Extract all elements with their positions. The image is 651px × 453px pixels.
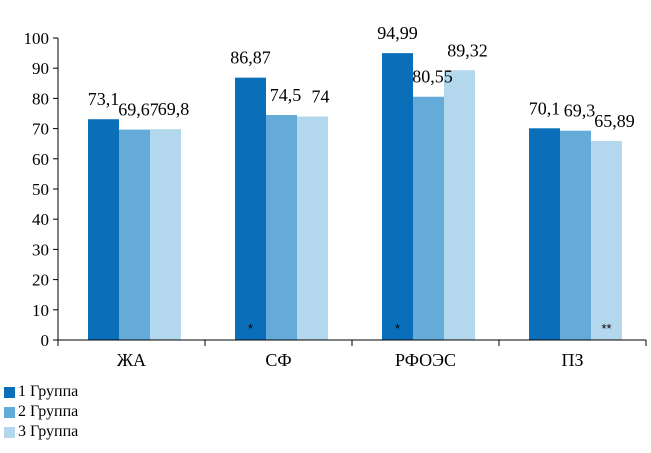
bar bbox=[444, 70, 475, 340]
y-tick-label: 100 bbox=[24, 29, 50, 48]
bar bbox=[382, 53, 413, 341]
data-label: 94,99 bbox=[377, 23, 418, 43]
y-tick-label: 0 bbox=[41, 331, 50, 350]
y-tick-label: 50 bbox=[32, 180, 49, 199]
legend-label: 2 Группа bbox=[18, 403, 79, 420]
bar bbox=[266, 115, 297, 340]
bar bbox=[150, 129, 181, 340]
x-category-label: ПЗ bbox=[561, 350, 583, 370]
y-tick-label: 30 bbox=[32, 240, 49, 259]
bar bbox=[235, 77, 266, 341]
bar bbox=[560, 130, 591, 340]
legend-label: 1 Группа bbox=[18, 383, 79, 400]
data-label: 73,1 bbox=[88, 89, 120, 109]
bar bbox=[297, 116, 328, 341]
chart-legend: 1 Группа 2 Группа 3 Группа bbox=[4, 382, 78, 442]
legend-item: 1 Группа bbox=[4, 382, 78, 402]
y-tick-label: 70 bbox=[32, 120, 49, 139]
legend-swatch bbox=[4, 406, 15, 418]
x-category-label: ЖА bbox=[117, 350, 146, 370]
data-label: 80,55 bbox=[412, 67, 453, 87]
legend-label: 3 Группа bbox=[18, 423, 79, 440]
legend-item: 3 Группа bbox=[4, 422, 78, 442]
data-label: 74 bbox=[312, 87, 330, 107]
significance-marker: ** bbox=[601, 321, 611, 336]
data-label: 69,3 bbox=[564, 101, 596, 121]
x-category-label: РФОЭС bbox=[395, 350, 456, 370]
data-label: 74,5 bbox=[270, 85, 302, 105]
bar bbox=[413, 96, 444, 340]
y-tick-label: 80 bbox=[32, 89, 49, 108]
bar bbox=[591, 141, 622, 340]
y-tick-label: 40 bbox=[32, 210, 49, 229]
y-tick-label: 20 bbox=[32, 271, 49, 290]
bar bbox=[88, 119, 119, 340]
y-tick-label: 90 bbox=[32, 59, 49, 78]
legend-swatch bbox=[4, 426, 15, 438]
x-category-label: СФ bbox=[265, 350, 291, 370]
y-tick-label: 10 bbox=[32, 301, 49, 320]
bar bbox=[529, 128, 560, 340]
data-label: 70,1 bbox=[529, 98, 561, 118]
data-label: 69,8 bbox=[158, 99, 190, 119]
bar bbox=[119, 129, 150, 340]
significance-marker: * bbox=[395, 321, 400, 336]
y-tick-label: 60 bbox=[32, 150, 49, 169]
data-label: 89,32 bbox=[447, 40, 488, 60]
data-label: 86,87 bbox=[230, 48, 271, 68]
legend-item: 2 Группа bbox=[4, 402, 78, 422]
data-label: 65,89 bbox=[594, 111, 635, 131]
significance-marker: * bbox=[248, 321, 253, 336]
data-label: 69,67 bbox=[118, 100, 159, 120]
legend-swatch bbox=[4, 386, 15, 398]
